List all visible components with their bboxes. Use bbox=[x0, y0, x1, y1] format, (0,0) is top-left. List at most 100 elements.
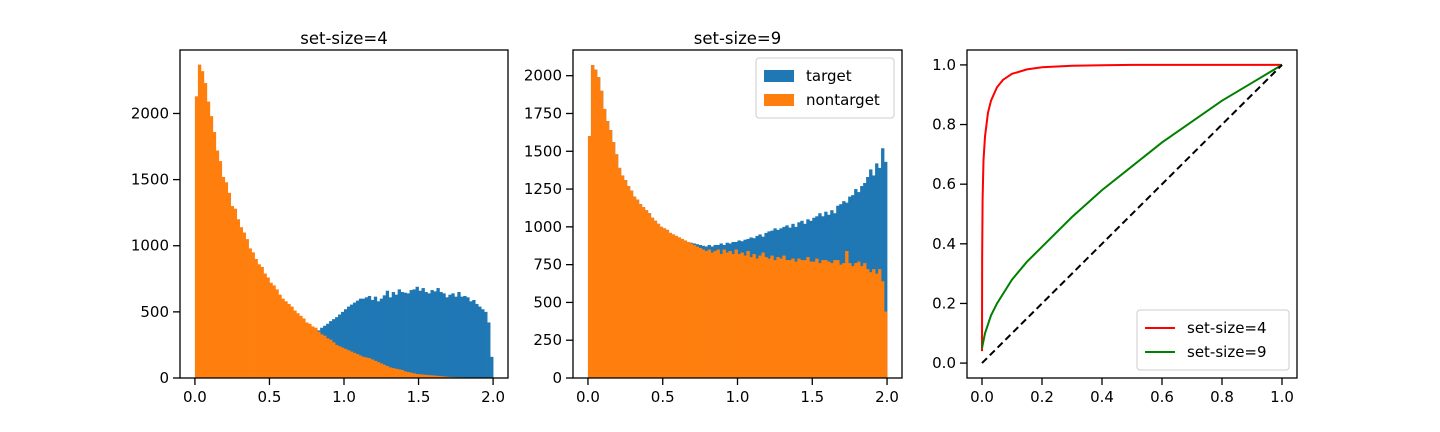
nontarget-bar bbox=[698, 248, 702, 378]
nontarget-bar bbox=[338, 346, 342, 378]
nontarget-bar bbox=[686, 241, 690, 378]
target-bar bbox=[418, 290, 422, 378]
nontarget-bar bbox=[791, 258, 795, 378]
nontarget-bar bbox=[866, 269, 870, 378]
nontarget-bar bbox=[758, 255, 762, 378]
nontarget-bar bbox=[662, 228, 667, 378]
nontarget-bar bbox=[626, 186, 631, 378]
nontarget-bar bbox=[418, 374, 422, 378]
target-bar bbox=[884, 161, 888, 378]
nontarget-bar bbox=[680, 238, 685, 378]
target-bar bbox=[388, 297, 393, 378]
legend-label-roc9: set-size=9 bbox=[1187, 343, 1267, 361]
target-bar bbox=[341, 311, 345, 378]
nontarget-bar bbox=[800, 260, 804, 378]
nontarget-bar bbox=[257, 264, 261, 378]
nontarget-bar bbox=[842, 263, 846, 378]
legend-label-nontarget: nontarget bbox=[806, 91, 880, 109]
nontarget-bar bbox=[767, 258, 771, 378]
y-tick-label: 1500 bbox=[524, 142, 562, 160]
nontarget-bar bbox=[266, 277, 270, 378]
nontarget-bar bbox=[722, 249, 726, 378]
nontarget-bar bbox=[254, 258, 258, 378]
nontarget-bar bbox=[629, 190, 634, 378]
x-tick-label: 1.5 bbox=[800, 388, 824, 406]
nontarget-bar bbox=[349, 351, 354, 378]
nontarget-bar bbox=[406, 372, 410, 378]
nontarget-bar bbox=[602, 108, 607, 378]
nontarget-bar bbox=[373, 360, 378, 378]
target-bar bbox=[460, 296, 464, 378]
target-bar bbox=[481, 309, 485, 378]
nontarget-bar bbox=[614, 154, 619, 378]
nontarget-bar bbox=[665, 229, 670, 378]
nontarget-bar bbox=[773, 260, 777, 378]
target-bar bbox=[382, 295, 387, 378]
target-bar bbox=[442, 293, 446, 378]
nontarget-bar bbox=[596, 77, 601, 379]
y-tick-label: 1250 bbox=[524, 180, 562, 198]
nontarget-bar bbox=[878, 269, 882, 378]
nontarget-bar bbox=[293, 310, 297, 378]
nontarget-bar bbox=[704, 251, 708, 378]
nontarget-bar bbox=[728, 251, 732, 378]
nontarget-bar bbox=[332, 342, 336, 378]
nontarget-bar bbox=[749, 257, 753, 378]
nontarget-bar bbox=[412, 373, 416, 378]
nontarget-bar bbox=[236, 219, 240, 378]
nontarget-bar bbox=[263, 273, 267, 378]
target-bar bbox=[436, 288, 440, 378]
nontarget-bar bbox=[326, 338, 330, 378]
target-bar bbox=[490, 356, 494, 378]
nontarget-bar bbox=[770, 255, 774, 378]
nontarget-bar bbox=[317, 331, 321, 378]
nontarget-bar bbox=[248, 248, 252, 378]
x-tick-label: 1.0 bbox=[726, 388, 750, 406]
nontarget-bar bbox=[869, 272, 873, 378]
x-tick-label: 0.6 bbox=[1150, 388, 1174, 406]
nontarget-bar bbox=[194, 96, 199, 378]
y-tick-label: 0.0 bbox=[932, 354, 956, 372]
nontarget-bar bbox=[311, 326, 315, 378]
nontarget-bar bbox=[209, 116, 214, 378]
y-tick-label: 1750 bbox=[524, 104, 562, 122]
nontarget-bar bbox=[752, 254, 756, 378]
nontarget-bar bbox=[707, 249, 711, 378]
target-bar bbox=[487, 322, 491, 378]
y-tick-label: 0 bbox=[159, 369, 169, 387]
y-tick-label: 2000 bbox=[524, 67, 562, 85]
nontarget-bar bbox=[593, 69, 598, 379]
x-tick-label: 2.0 bbox=[875, 388, 899, 406]
x-tick-label: 1.0 bbox=[1270, 388, 1294, 406]
nontarget-bar bbox=[743, 255, 747, 378]
target-bar bbox=[469, 301, 473, 378]
nontarget-bar bbox=[400, 370, 404, 378]
y-tick-label: 0.4 bbox=[932, 235, 956, 253]
nontarget-bar bbox=[677, 237, 682, 378]
nontarget-bar bbox=[427, 375, 431, 378]
legend-label-target: target bbox=[806, 67, 852, 85]
nontarget-bar bbox=[233, 208, 237, 378]
nontarget-bar bbox=[656, 223, 661, 378]
nontarget-bar bbox=[224, 182, 229, 378]
target-bar bbox=[358, 298, 363, 378]
nontarget-bar bbox=[284, 301, 288, 378]
nontarget-bar bbox=[587, 136, 592, 378]
nontarget-bar bbox=[716, 249, 720, 378]
nontarget-bar bbox=[689, 243, 693, 378]
nontarget-bar bbox=[881, 281, 885, 378]
target-bar bbox=[373, 296, 378, 378]
nontarget-bar bbox=[290, 306, 294, 378]
target-bar bbox=[448, 294, 452, 378]
histogram-set-size-9: 0.0 0.5 1.0 1.5 2.0 0 250 500 750 1000 1250 1500 175… bbox=[524, 29, 903, 406]
nontarget-bar bbox=[818, 263, 822, 378]
nontarget-bar bbox=[617, 167, 622, 378]
nontarget-bar bbox=[884, 311, 888, 378]
x-tick-label: 2.0 bbox=[481, 388, 505, 406]
x-tick-label: 0.0 bbox=[183, 388, 207, 406]
nontarget-bar bbox=[239, 227, 243, 378]
target-bar bbox=[412, 289, 416, 378]
legend-swatch-target bbox=[764, 70, 794, 82]
x-tick-label: 1.0 bbox=[332, 388, 356, 406]
nontarget-bar bbox=[335, 344, 339, 378]
